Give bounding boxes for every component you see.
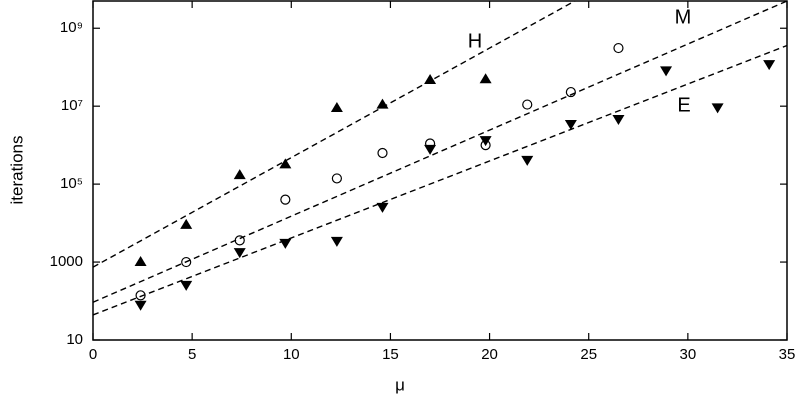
data-point [180, 218, 193, 229]
data-point [424, 144, 437, 155]
series-label: H [468, 30, 482, 52]
data-point [521, 155, 534, 166]
x-tick-label: 5 [188, 346, 196, 363]
fit-line [93, 0, 787, 303]
y-tick-label: 10⁵ [60, 175, 83, 192]
data-point [564, 119, 577, 130]
y-axis-label: iterations [7, 136, 26, 205]
data-point [376, 202, 389, 213]
data-point [134, 300, 147, 311]
fit-line [93, 44, 787, 316]
y-tick-label: 1000 [50, 253, 83, 270]
y-tick-label: 10⁷ [61, 97, 83, 114]
x-tick-label: 0 [89, 346, 97, 363]
plot-frame [92, 0, 788, 341]
data-point [279, 158, 292, 169]
data-point [613, 42, 624, 54]
x-tick-label: 30 [680, 346, 697, 363]
series-label: M [675, 6, 692, 28]
x-tick-label: 35 [779, 346, 796, 363]
data-point [134, 256, 147, 267]
x-tick-label: 25 [580, 346, 597, 363]
x-tick-label: 10 [283, 346, 300, 363]
plot-area [93, 0, 787, 316]
data-point [376, 98, 389, 109]
data-point [331, 173, 342, 184]
y-tick-label: 10⁹ [60, 19, 83, 36]
data-point [660, 66, 673, 77]
data-point [330, 236, 343, 247]
data-point [711, 103, 724, 114]
data-point [234, 235, 245, 246]
data-point [612, 114, 625, 125]
fit-line [93, 0, 576, 268]
data-point [330, 101, 343, 112]
data-point [233, 169, 246, 180]
x-axis-label: μ [395, 375, 405, 394]
data-point [377, 147, 388, 159]
data-point [565, 86, 576, 98]
data-point [424, 73, 437, 84]
data-point [233, 248, 246, 259]
data-point [522, 99, 533, 110]
data-point [479, 73, 492, 84]
x-tick-label: 20 [481, 346, 498, 363]
data-point [181, 256, 192, 268]
y-tick-label: 10 [66, 331, 83, 348]
data-point [279, 238, 292, 249]
x-tick-label: 15 [382, 346, 399, 363]
data-point [763, 60, 776, 71]
series-label: E [677, 94, 690, 116]
data-point [479, 136, 492, 147]
data-point [180, 280, 193, 291]
data-point [280, 194, 291, 205]
